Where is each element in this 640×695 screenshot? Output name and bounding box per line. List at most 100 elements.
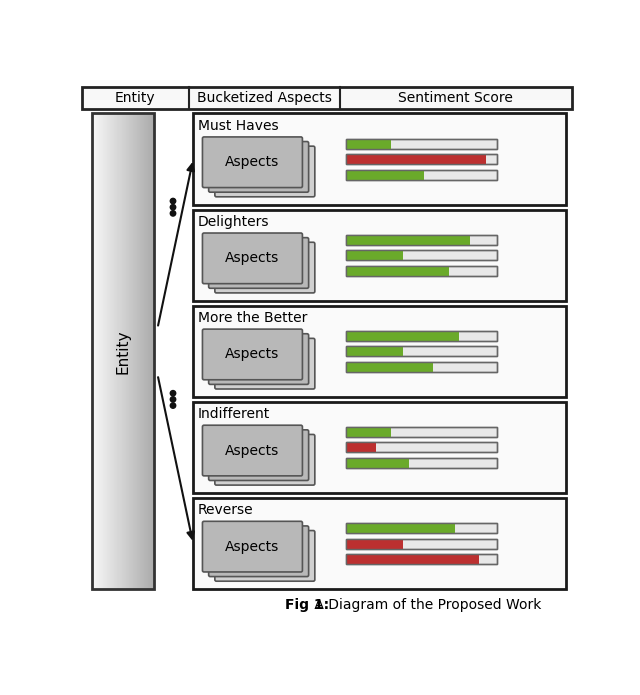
Bar [346, 265, 497, 276]
Bar [193, 402, 566, 493]
Bar [346, 458, 497, 468]
Bar [115, 113, 117, 589]
Bar [102, 113, 104, 589]
Bar [110, 113, 111, 589]
Text: Entity: Entity [115, 329, 130, 374]
Bar [99, 113, 100, 589]
Bar [95, 113, 96, 589]
Bar [139, 113, 141, 589]
Bar [131, 113, 132, 589]
Text: Delighters: Delighters [198, 215, 269, 229]
Bar [141, 113, 143, 589]
Bar [346, 250, 497, 260]
FancyBboxPatch shape [209, 334, 308, 384]
Bar [116, 113, 118, 589]
Bar [113, 113, 115, 589]
FancyBboxPatch shape [215, 530, 315, 581]
Bar [346, 443, 497, 452]
Text: Entity: Entity [115, 91, 156, 105]
Text: Must Haves: Must Haves [198, 119, 278, 133]
Text: Indifferent: Indifferent [198, 407, 270, 421]
Bar [145, 113, 146, 589]
Bar [346, 170, 424, 179]
Text: Sentiment Score: Sentiment Score [399, 91, 513, 105]
Bar [346, 362, 497, 372]
Bar [346, 139, 497, 149]
Text: A Diagram of the Proposed Work: A Diagram of the Proposed Work [310, 598, 541, 612]
Bar [83, 88, 572, 109]
Bar [346, 154, 497, 164]
Bar [92, 113, 154, 589]
Bar [106, 113, 108, 589]
Circle shape [170, 397, 176, 402]
Bar [346, 443, 376, 452]
Text: Reverse: Reverse [198, 503, 253, 517]
Bar [346, 523, 497, 533]
Bar [346, 427, 497, 437]
FancyBboxPatch shape [209, 526, 308, 577]
Bar [150, 113, 151, 589]
Bar [118, 113, 119, 589]
Bar [346, 427, 497, 437]
Bar [152, 113, 154, 589]
Bar [346, 235, 497, 245]
Bar [346, 331, 459, 341]
Bar [346, 443, 497, 452]
Bar [142, 113, 143, 589]
Bar [118, 113, 120, 589]
Text: Bucketized Aspects: Bucketized Aspects [196, 91, 332, 105]
Bar [125, 113, 126, 589]
FancyBboxPatch shape [202, 425, 303, 476]
Bar [122, 113, 123, 589]
FancyBboxPatch shape [215, 434, 315, 485]
Bar [346, 154, 486, 164]
FancyBboxPatch shape [209, 238, 308, 288]
FancyBboxPatch shape [202, 137, 303, 188]
Bar [346, 427, 391, 437]
Text: Aspects: Aspects [225, 443, 280, 457]
Bar [346, 458, 410, 468]
Bar [133, 113, 134, 589]
Bar [96, 113, 97, 589]
Bar [346, 170, 497, 179]
Bar [193, 498, 566, 589]
Bar [103, 113, 104, 589]
Bar [129, 113, 131, 589]
Bar [346, 346, 497, 357]
FancyBboxPatch shape [202, 233, 303, 284]
Bar [111, 113, 113, 589]
Bar [120, 113, 122, 589]
Text: Fig 1:: Fig 1: [285, 598, 330, 612]
Text: More the Better: More the Better [198, 311, 307, 325]
Bar [135, 113, 136, 589]
Bar [127, 113, 128, 589]
Bar [93, 113, 95, 589]
Bar [93, 113, 94, 589]
Circle shape [170, 204, 176, 210]
Bar [145, 113, 147, 589]
Bar [101, 113, 102, 589]
Bar [346, 331, 497, 341]
Bar [346, 539, 497, 548]
Circle shape [170, 391, 176, 396]
Bar [152, 113, 153, 589]
Circle shape [170, 211, 176, 216]
Bar [346, 539, 403, 548]
Bar [137, 113, 138, 589]
Text: Aspects: Aspects [225, 252, 280, 265]
Bar [147, 113, 149, 589]
Bar [143, 113, 145, 589]
Bar [346, 523, 454, 533]
Bar [132, 113, 133, 589]
Bar [346, 235, 497, 245]
FancyBboxPatch shape [215, 146, 315, 197]
Bar [107, 113, 109, 589]
FancyBboxPatch shape [209, 430, 308, 480]
Bar [346, 139, 391, 149]
Bar [346, 265, 449, 276]
Bar [130, 113, 131, 589]
Bar [147, 113, 148, 589]
Bar [100, 113, 101, 589]
FancyBboxPatch shape [215, 338, 315, 389]
Bar [346, 346, 403, 357]
